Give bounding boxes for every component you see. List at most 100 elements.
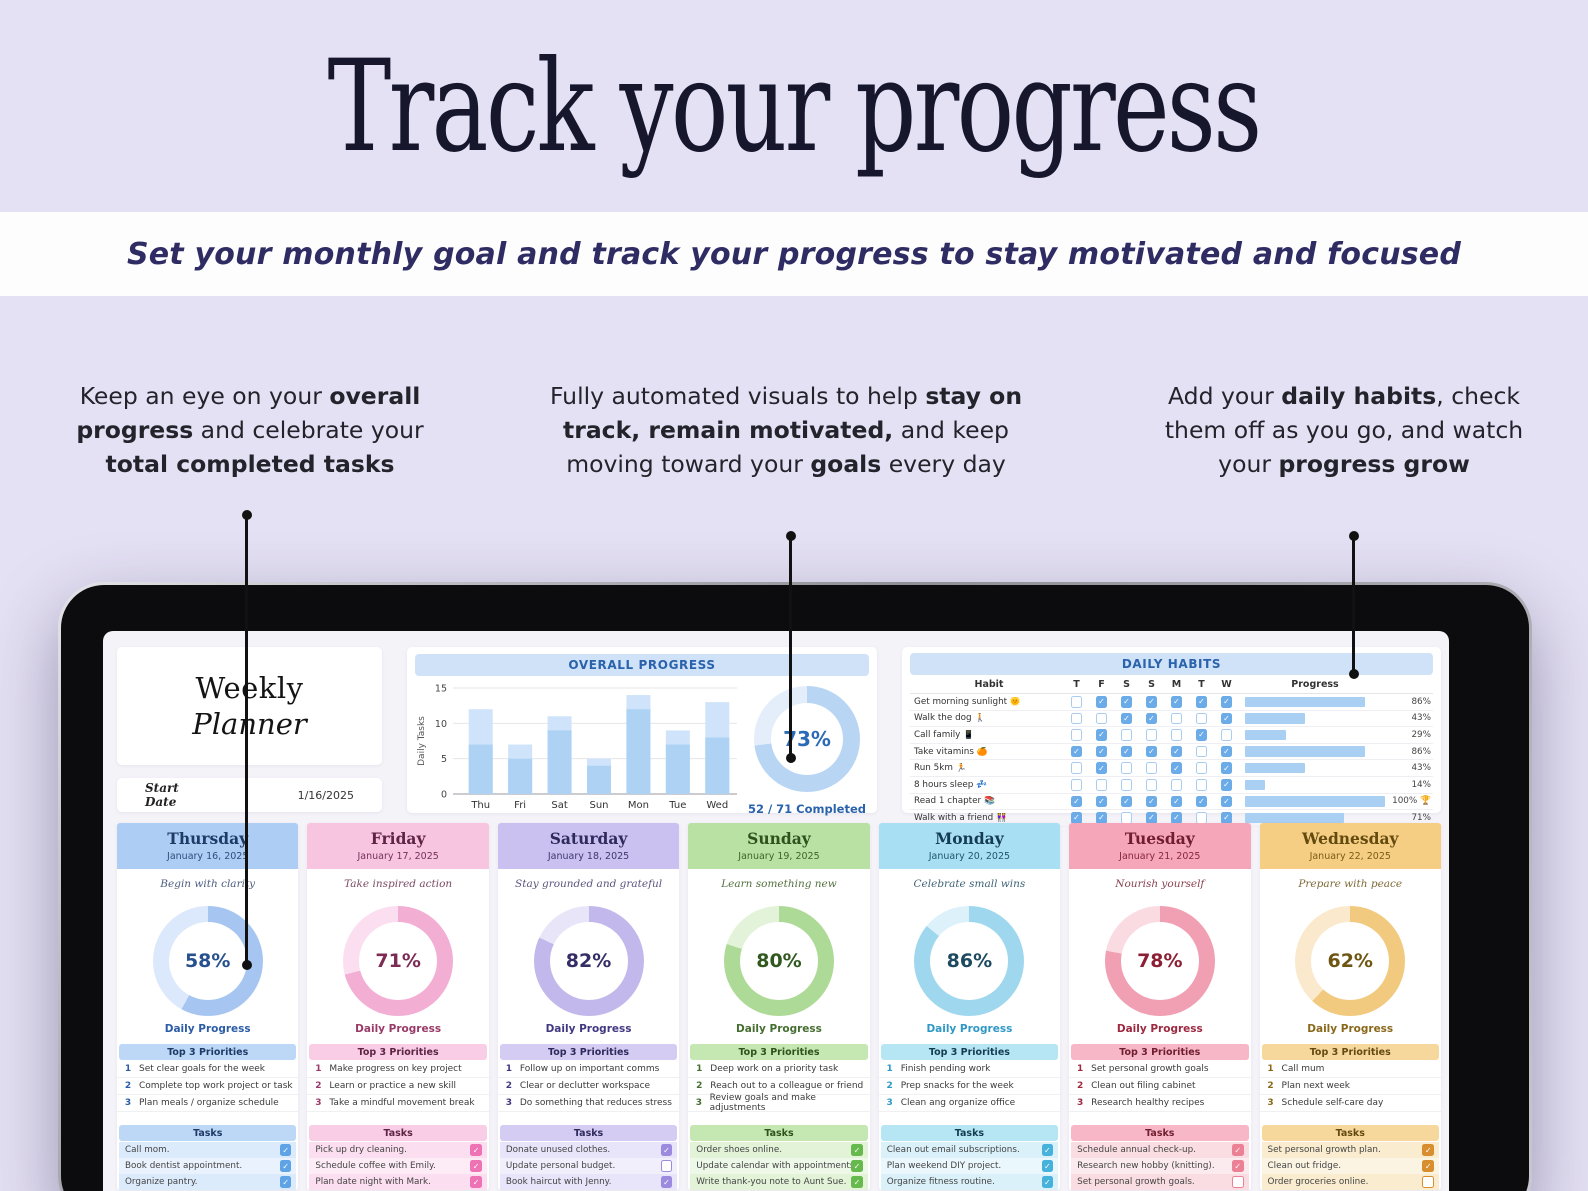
priority-text[interactable]: Schedule self-care day <box>1281 1098 1384 1108</box>
checkbox-checked-icon[interactable]: ✓ <box>1145 795 1158 808</box>
checkbox-unchecked-icon[interactable] <box>1195 779 1208 791</box>
checkbox-checked-icon[interactable]: ✓ <box>1095 745 1108 758</box>
priority-text[interactable]: Set clear goals for the week <box>139 1064 265 1074</box>
checkbox-checked-icon[interactable]: ✓ <box>1095 696 1108 708</box>
priority-text[interactable]: Plan meals / organize schedule <box>139 1098 279 1108</box>
task-text[interactable]: Write thank-you note to Aunt Sue. <box>696 1177 847 1187</box>
priority-text[interactable]: Reach out to a colleague or friend <box>710 1081 864 1091</box>
checkbox-unchecked-icon[interactable] <box>1070 729 1083 741</box>
priority-text[interactable]: Prep snacks for the week <box>900 1081 1014 1091</box>
checkbox-checked-icon[interactable]: ✓ <box>1170 745 1183 758</box>
task-text[interactable]: Order groceries online. <box>1267 1177 1369 1187</box>
checkbox-checked-icon[interactable]: ✓ <box>1070 812 1083 824</box>
task-checkbox-checked-icon[interactable]: ✓ <box>1041 1160 1054 1172</box>
task-checkbox-checked-icon[interactable]: ✓ <box>470 1144 482 1156</box>
checkbox-unchecked-icon[interactable] <box>1070 779 1083 791</box>
checkbox-checked-icon[interactable]: ✓ <box>1195 729 1208 741</box>
task-checkbox-checked-icon[interactable]: ✓ <box>279 1160 292 1172</box>
task-text[interactable]: Book haircut with Jenny. <box>505 1177 612 1187</box>
checkbox-unchecked-icon[interactable] <box>1070 762 1083 774</box>
checkbox-unchecked-icon[interactable] <box>1095 712 1108 725</box>
checkbox-checked-icon[interactable]: ✓ <box>1095 762 1108 774</box>
priority-text[interactable]: Follow up on important comms <box>519 1064 660 1074</box>
task-checkbox-unchecked-icon[interactable] <box>660 1160 673 1172</box>
checkbox-unchecked-icon[interactable] <box>1170 712 1183 725</box>
priority-text[interactable]: Plan next week <box>1281 1081 1350 1091</box>
checkbox-checked-icon[interactable]: ✓ <box>1120 696 1133 708</box>
task-checkbox-checked-icon[interactable]: ✓ <box>1422 1144 1434 1156</box>
checkbox-checked-icon[interactable]: ✓ <box>1095 729 1108 741</box>
checkbox-checked-icon[interactable]: ✓ <box>1120 712 1133 725</box>
task-text[interactable]: Organize fitness routine. <box>886 1177 995 1187</box>
checkbox-checked-icon[interactable]: ✓ <box>1220 812 1233 824</box>
task-checkbox-checked-icon[interactable]: ✓ <box>851 1176 863 1188</box>
task-text[interactable]: Update calendar with appointments. <box>696 1161 852 1171</box>
task-checkbox-unchecked-icon[interactable] <box>1232 1176 1244 1188</box>
checkbox-checked-icon[interactable]: ✓ <box>1220 779 1233 791</box>
task-checkbox-checked-icon[interactable]: ✓ <box>1232 1144 1244 1156</box>
priority-text[interactable]: Learn or practice a new skill <box>329 1081 456 1091</box>
priority-text[interactable]: Research healthy recipes <box>1091 1098 1205 1108</box>
checkbox-checked-icon[interactable]: ✓ <box>1220 745 1233 758</box>
task-checkbox-checked-icon[interactable]: ✓ <box>1041 1176 1054 1188</box>
task-checkbox-checked-icon[interactable]: ✓ <box>279 1144 292 1156</box>
checkbox-unchecked-icon[interactable] <box>1070 712 1083 725</box>
checkbox-checked-icon[interactable]: ✓ <box>1170 696 1183 708</box>
task-text[interactable]: Book dentist appointment. <box>125 1161 243 1171</box>
task-text[interactable]: Clean out email subscriptions. <box>886 1145 1020 1155</box>
task-text[interactable]: Organize pantry. <box>125 1177 198 1187</box>
checkbox-unchecked-icon[interactable] <box>1220 729 1233 741</box>
priority-text[interactable]: Set personal growth goals <box>1091 1064 1209 1074</box>
task-checkbox-checked-icon[interactable]: ✓ <box>851 1144 863 1156</box>
checkbox-checked-icon[interactable]: ✓ <box>1070 795 1083 808</box>
checkbox-unchecked-icon[interactable] <box>1195 712 1208 725</box>
checkbox-checked-icon[interactable]: ✓ <box>1095 812 1108 824</box>
task-checkbox-checked-icon[interactable]: ✓ <box>470 1160 482 1172</box>
task-checkbox-checked-icon[interactable]: ✓ <box>851 1160 863 1172</box>
task-text[interactable]: Order shoes online. <box>696 1145 783 1155</box>
task-text[interactable]: Schedule annual check-up. <box>1077 1145 1196 1155</box>
checkbox-checked-icon[interactable]: ✓ <box>1220 762 1233 774</box>
priority-text[interactable]: Review goals and make adjustments <box>709 1093 816 1113</box>
checkbox-checked-icon[interactable]: ✓ <box>1120 795 1133 808</box>
priority-text[interactable]: Call mum <box>1281 1064 1325 1074</box>
task-text[interactable]: Plan weekend DIY project. <box>886 1161 1002 1171</box>
checkbox-checked-icon[interactable]: ✓ <box>1170 795 1183 808</box>
checkbox-unchecked-icon[interactable] <box>1195 812 1208 824</box>
priority-text[interactable]: Clean ang organize office <box>900 1098 1016 1108</box>
task-text[interactable]: Research new hobby (knitting). <box>1077 1161 1215 1171</box>
priority-text[interactable]: Clear or declutter workspace <box>519 1081 651 1091</box>
priority-text[interactable]: Finish pending work <box>900 1064 991 1074</box>
checkbox-checked-icon[interactable]: ✓ <box>1145 696 1158 708</box>
priority-text[interactable]: Complete top work project or task <box>139 1081 293 1091</box>
task-text[interactable]: Donate unused clothes. <box>505 1145 611 1155</box>
checkbox-checked-icon[interactable]: ✓ <box>1195 696 1208 708</box>
task-text[interactable]: Set personal growth plan. <box>1267 1145 1381 1155</box>
checkbox-unchecked-icon[interactable] <box>1120 779 1133 791</box>
task-checkbox-checked-icon[interactable]: ✓ <box>1422 1160 1434 1172</box>
checkbox-unchecked-icon[interactable] <box>1095 779 1108 791</box>
task-text[interactable]: Update personal budget. <box>505 1161 616 1171</box>
checkbox-unchecked-icon[interactable] <box>1120 812 1133 824</box>
checkbox-checked-icon[interactable]: ✓ <box>1170 812 1183 824</box>
checkbox-checked-icon[interactable]: ✓ <box>1220 696 1233 708</box>
start-date-value[interactable]: 1/16/2025 <box>297 788 354 802</box>
checkbox-checked-icon[interactable]: ✓ <box>1145 712 1158 725</box>
checkbox-checked-icon[interactable]: ✓ <box>1095 795 1108 808</box>
task-checkbox-checked-icon[interactable]: ✓ <box>1232 1160 1244 1172</box>
checkbox-unchecked-icon[interactable] <box>1170 779 1183 791</box>
priority-text[interactable]: Do something that reduces stress <box>519 1098 672 1108</box>
task-text[interactable]: Call mom. <box>125 1145 170 1155</box>
checkbox-checked-icon[interactable]: ✓ <box>1220 795 1233 808</box>
checkbox-unchecked-icon[interactable] <box>1145 779 1158 791</box>
checkbox-checked-icon[interactable]: ✓ <box>1195 795 1208 808</box>
priority-text[interactable]: Make progress on key project <box>329 1064 462 1074</box>
task-checkbox-checked-icon[interactable]: ✓ <box>279 1176 292 1188</box>
checkbox-unchecked-icon[interactable] <box>1120 729 1133 741</box>
checkbox-checked-icon[interactable]: ✓ <box>1220 712 1233 725</box>
checkbox-unchecked-icon[interactable] <box>1195 745 1208 758</box>
checkbox-checked-icon[interactable]: ✓ <box>1120 745 1133 758</box>
task-checkbox-unchecked-icon[interactable] <box>1422 1176 1434 1188</box>
task-checkbox-checked-icon[interactable]: ✓ <box>470 1176 482 1188</box>
task-text[interactable]: Schedule coffee with Emily. <box>315 1161 436 1171</box>
